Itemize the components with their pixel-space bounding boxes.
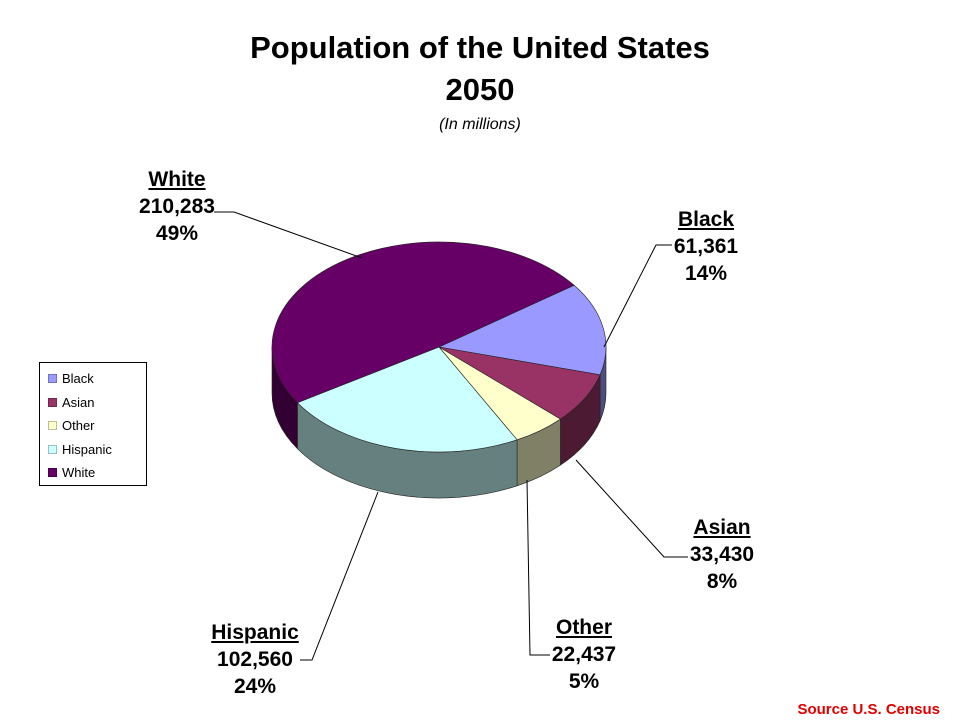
legend-label-other: Other <box>62 418 95 434</box>
slice-percent-black: 14% <box>684 262 728 285</box>
chart-title: Population of the United States <box>250 30 710 65</box>
chart-subtitle: (In millions) <box>439 116 521 133</box>
leader-line-asian <box>575 459 688 558</box>
slice-name-black: Black <box>677 208 735 231</box>
legend-swatch-hispanic <box>48 444 57 454</box>
legend-item-black: Black <box>48 367 146 391</box>
legend-swatch-white <box>48 468 57 478</box>
legend-label-white: White <box>62 465 96 481</box>
slice-percent-white: 49% <box>155 222 199 245</box>
pie-slice-white <box>271 241 575 404</box>
slice-value-other: 22,437 <box>551 643 617 666</box>
legend-label-hispanic: Hispanic <box>62 441 112 457</box>
pie-slice-hispanic <box>296 346 518 453</box>
legend-swatch-asian <box>48 397 57 407</box>
slice-label-white: White 210,283 49% <box>122 166 232 247</box>
leader-line-white <box>214 211 363 259</box>
legend-item-white: White <box>48 461 146 485</box>
legend-item-asian: Asian <box>48 391 146 415</box>
slice-value-white: 210,283 <box>139 195 215 218</box>
legend-item-hispanic: Hispanic <box>48 438 146 462</box>
leader-line-hispanic <box>300 491 379 661</box>
slice-percent-hispanic: 24% <box>233 675 277 698</box>
slice-name-white: White <box>148 168 206 191</box>
chart-title-year: 2050 <box>445 72 515 107</box>
slice-label-other: Other 22,437 5% <box>534 614 634 695</box>
source-note: Source U.S. Census <box>797 701 940 718</box>
slice-value-hispanic: 102,560 <box>217 648 293 671</box>
slice-percent-other: 5% <box>568 670 600 693</box>
slice-label-black: Black 61,361 14% <box>656 206 756 287</box>
slice-label-hispanic: Hispanic 102,560 24% <box>200 619 310 700</box>
legend-item-other: Other <box>48 414 146 438</box>
leader-line-black <box>603 244 672 348</box>
legend-label-asian: Asian <box>62 394 95 410</box>
pie-slice-black <box>437 284 607 376</box>
legend-swatch-other <box>48 421 57 431</box>
leader-line-other <box>526 479 550 656</box>
slice-name-hispanic: Hispanic <box>211 621 299 644</box>
slice-label-asian: Asian 33,430 8% <box>672 514 772 595</box>
legend-swatch-black <box>48 374 57 384</box>
slice-value-black: 61,361 <box>673 235 739 258</box>
legend-label-black: Black <box>62 371 94 387</box>
slice-value-asian: 33,430 <box>689 543 755 566</box>
slice-name-asian: Asian <box>693 516 751 539</box>
chart-legend: Black Asian Other Hispanic White <box>39 362 147 486</box>
slice-name-other: Other <box>555 616 612 639</box>
slice-percent-asian: 8% <box>706 570 738 593</box>
